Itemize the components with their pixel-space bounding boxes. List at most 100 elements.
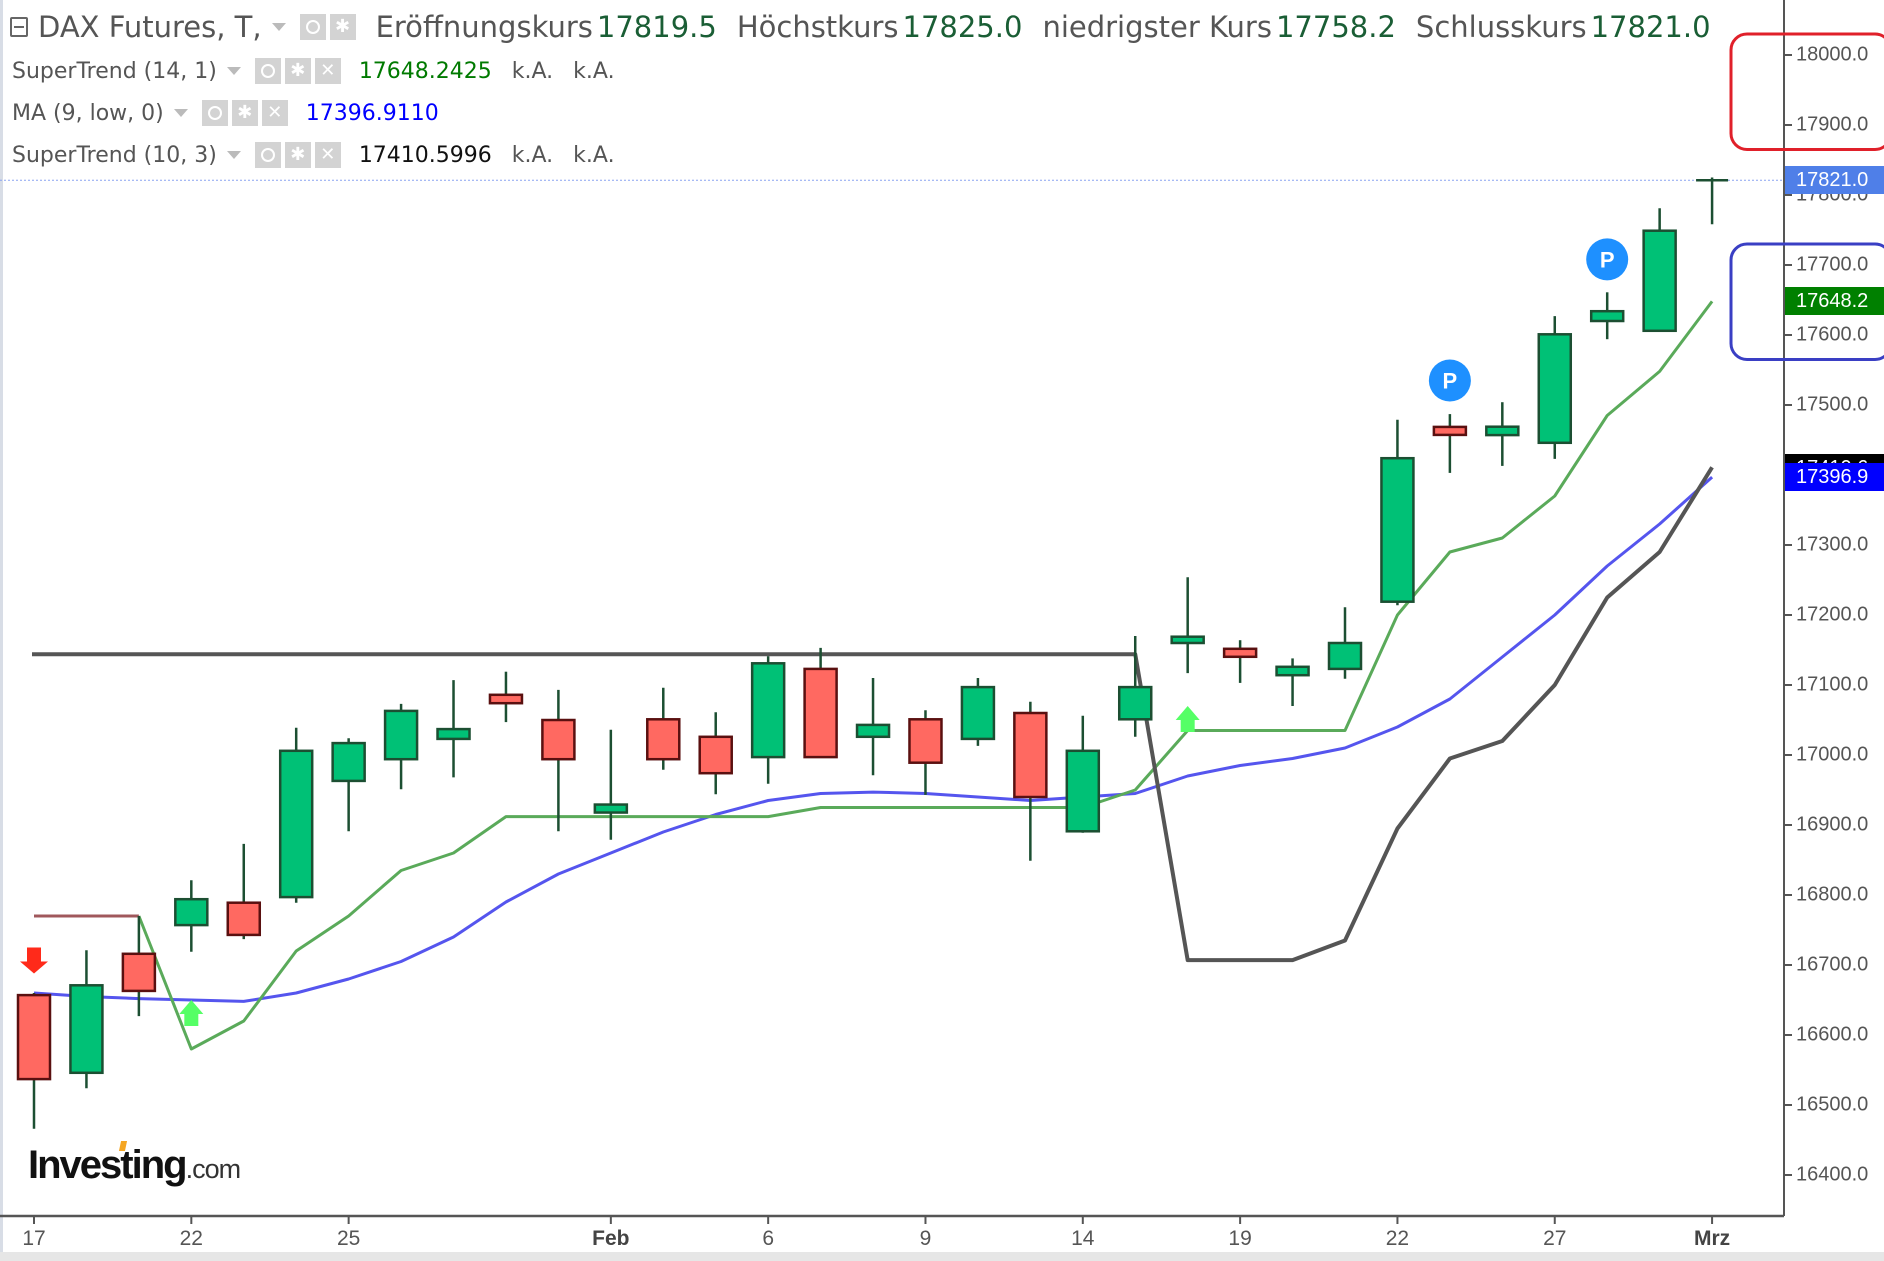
candle-body bbox=[1380, 456, 1415, 603]
open-value: 17819.5 bbox=[596, 10, 717, 44]
price-badge: 17821.0 bbox=[1785, 166, 1884, 195]
close-icon[interactable]: ✕ bbox=[314, 58, 341, 84]
candle-body bbox=[121, 952, 157, 993]
x-tick-label: 9 bbox=[919, 1227, 932, 1250]
symbol-title: DAX Futures, T, bbox=[38, 10, 262, 44]
x-tick-label: 17 bbox=[22, 1227, 46, 1250]
low-label: niedrigster Kurs bbox=[1042, 10, 1272, 44]
buy-arrow-icon bbox=[179, 1000, 204, 1026]
indicator-extra: k.A. bbox=[573, 142, 615, 168]
bottom-scrollbar[interactable] bbox=[0, 1252, 1884, 1261]
candle-body bbox=[1117, 685, 1153, 721]
x-tick-label: 22 bbox=[179, 1227, 203, 1250]
candle-body bbox=[855, 723, 891, 739]
y-tick-label: 17900.0 bbox=[1796, 113, 1869, 136]
annotation-box bbox=[1729, 242, 1884, 361]
candle-body bbox=[908, 718, 943, 764]
pivot-label: P bbox=[1443, 369, 1458, 394]
x-tick-label: 27 bbox=[1543, 1227, 1567, 1250]
y-tick-label: 17300.0 bbox=[1796, 533, 1869, 556]
chevron-down-icon[interactable] bbox=[271, 23, 286, 31]
close-label: Schlusskurs bbox=[1415, 10, 1587, 44]
logo-suffix: .com bbox=[185, 1154, 242, 1184]
candle-body bbox=[1013, 711, 1048, 799]
y-tick-label: 17000.0 bbox=[1796, 743, 1869, 766]
close-icon[interactable]: ✕ bbox=[314, 142, 341, 168]
indicator-line bbox=[137, 300, 1714, 1051]
candle-body bbox=[593, 803, 629, 814]
gear-icon[interactable]: ✱ bbox=[284, 58, 311, 84]
y-tick-label: 16800.0 bbox=[1796, 883, 1869, 906]
candle-body bbox=[174, 897, 209, 927]
indicator-extra: k.A. bbox=[511, 58, 554, 84]
y-tick-label: 16900.0 bbox=[1796, 813, 1869, 836]
candle-body bbox=[803, 667, 838, 759]
indicator-row-supertrend-10-3: SuperTrend (10, 3) ✱ ✕ 17410.5996 k.A. k… bbox=[12, 142, 635, 168]
x-tick-label: 19 bbox=[1228, 1227, 1252, 1250]
symbol-row: DAX Futures, T, ✱ Eröffnungskurs 17819.5… bbox=[10, 10, 1731, 44]
y-tick-label: 18000.0 bbox=[1796, 43, 1869, 66]
y-tick-label: 16500.0 bbox=[1796, 1093, 1869, 1116]
x-tick-label: 25 bbox=[336, 1227, 361, 1250]
open-label: Eröffnungskurs bbox=[375, 10, 593, 44]
indicator-name: SuperTrend (10, 3) bbox=[12, 142, 217, 168]
indicator-row-supertrend-14-1: SuperTrend (14, 1) ✱ ✕ 17648.2425 k.A. k… bbox=[12, 58, 635, 84]
gear-icon[interactable]: ✱ bbox=[231, 100, 258, 126]
high-value: 17825.0 bbox=[902, 10, 1023, 44]
indicator-name: SuperTrend (14, 1) bbox=[12, 58, 217, 84]
candle-body bbox=[1327, 641, 1363, 671]
candle-body bbox=[960, 685, 996, 741]
investing-logo: Investing.com bbox=[28, 1141, 242, 1188]
candle-body bbox=[698, 735, 733, 775]
low-value: 17758.2 bbox=[1275, 10, 1396, 44]
indicator-line bbox=[32, 466, 1714, 963]
chevron-down-icon[interactable] bbox=[226, 151, 241, 159]
indicator-extra: k.A. bbox=[511, 142, 554, 168]
y-tick-label: 16400.0 bbox=[1796, 1163, 1869, 1186]
candle-body bbox=[226, 901, 262, 937]
buy-arrow-icon bbox=[1175, 706, 1200, 732]
indicator-value: 17648.2425 bbox=[358, 58, 492, 84]
eye-icon[interactable] bbox=[201, 100, 228, 126]
indicator-value: 17396.9110 bbox=[305, 100, 439, 126]
sell-arrow-icon bbox=[20, 947, 48, 974]
candle-body bbox=[541, 718, 576, 761]
candle-body bbox=[1537, 333, 1573, 445]
price-badge: 17648.2 bbox=[1785, 287, 1884, 316]
indicator-line bbox=[33, 475, 1714, 1003]
price-badge: 17396.9 bbox=[1785, 463, 1884, 492]
candle-body bbox=[1485, 425, 1520, 437]
candle-body bbox=[750, 662, 786, 759]
y-tick-label: 17200.0 bbox=[1796, 603, 1869, 626]
pivot-marker-icon bbox=[1586, 238, 1629, 281]
gear-icon[interactable]: ✱ bbox=[329, 14, 356, 40]
logo-brand: Investing bbox=[28, 1143, 188, 1187]
eye-icon[interactable] bbox=[254, 142, 281, 168]
chevron-down-icon[interactable] bbox=[226, 67, 241, 75]
candle-body bbox=[69, 984, 104, 1075]
x-tick-label: 22 bbox=[1385, 1227, 1410, 1250]
indicator-extra: k.A. bbox=[573, 58, 615, 84]
candle-body bbox=[383, 709, 419, 761]
annotation-box bbox=[1729, 32, 1884, 151]
candle-body bbox=[1222, 647, 1258, 659]
candle-body bbox=[1170, 635, 1205, 645]
y-tick-label: 17600.0 bbox=[1796, 323, 1869, 346]
y-tick-label: 16700.0 bbox=[1796, 953, 1869, 976]
candle-body bbox=[278, 749, 314, 899]
candle-body bbox=[1275, 665, 1310, 677]
eye-icon[interactable] bbox=[254, 58, 281, 84]
close-icon[interactable]: ✕ bbox=[261, 100, 288, 126]
indicator-value: 17410.5996 bbox=[358, 142, 492, 168]
candle-body bbox=[331, 741, 366, 783]
candle-body bbox=[1065, 749, 1101, 833]
y-tick-label: 17500.0 bbox=[1796, 393, 1869, 416]
y-tick-label: 16600.0 bbox=[1796, 1023, 1869, 1046]
gear-icon[interactable]: ✱ bbox=[284, 142, 311, 168]
eye-icon[interactable] bbox=[299, 14, 326, 40]
candle-body bbox=[488, 693, 524, 705]
close-value: 17821.0 bbox=[1590, 10, 1711, 44]
collapse-icon[interactable] bbox=[10, 17, 28, 37]
chevron-down-icon[interactable] bbox=[173, 109, 188, 117]
